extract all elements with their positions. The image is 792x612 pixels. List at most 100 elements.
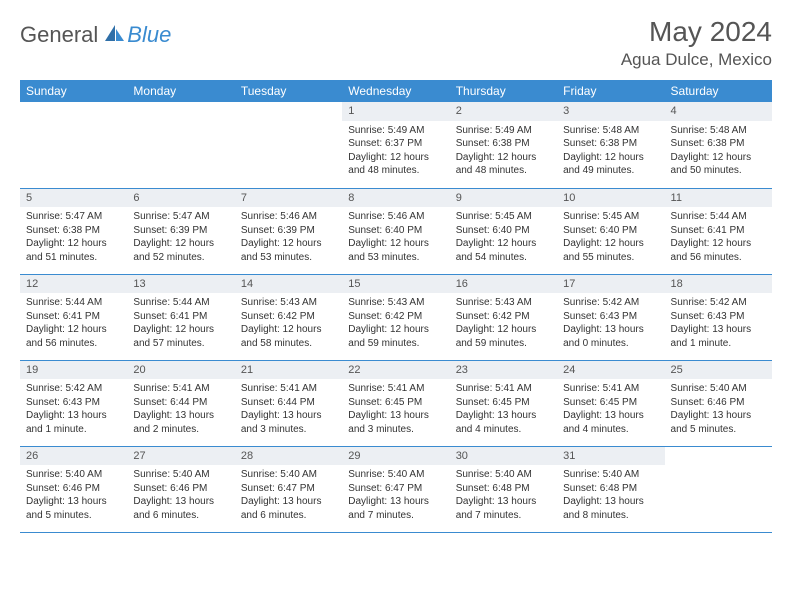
day-number: 12 (20, 275, 127, 294)
day-number: 28 (235, 447, 342, 466)
day-details: Sunrise: 5:46 AMSunset: 6:40 PMDaylight:… (342, 207, 449, 268)
location-text: Agua Dulce, Mexico (621, 50, 772, 70)
calendar-day-cell: 5Sunrise: 5:47 AMSunset: 6:38 PMDaylight… (20, 188, 127, 274)
day-number: 2 (450, 102, 557, 121)
day-number: 23 (450, 361, 557, 380)
day-details: Sunrise: 5:47 AMSunset: 6:38 PMDaylight:… (20, 207, 127, 268)
calendar-day-cell: 9Sunrise: 5:45 AMSunset: 6:40 PMDaylight… (450, 188, 557, 274)
day-details: Sunrise: 5:40 AMSunset: 6:47 PMDaylight:… (342, 465, 449, 526)
calendar-week-row: 19Sunrise: 5:42 AMSunset: 6:43 PMDayligh… (20, 360, 772, 446)
calendar-day-cell: 7Sunrise: 5:46 AMSunset: 6:39 PMDaylight… (235, 188, 342, 274)
day-details: Sunrise: 5:40 AMSunset: 6:46 PMDaylight:… (20, 465, 127, 526)
calendar-day-cell: 22Sunrise: 5:41 AMSunset: 6:45 PMDayligh… (342, 360, 449, 446)
day-number: 11 (665, 189, 772, 208)
day-number: 27 (127, 447, 234, 466)
calendar-day-cell: 25Sunrise: 5:40 AMSunset: 6:46 PMDayligh… (665, 360, 772, 446)
day-number: 6 (127, 189, 234, 208)
header: General Blue May 2024 Agua Dulce, Mexico (20, 16, 772, 70)
day-details: Sunrise: 5:40 AMSunset: 6:47 PMDaylight:… (235, 465, 342, 526)
day-details: Sunrise: 5:41 AMSunset: 6:44 PMDaylight:… (127, 379, 234, 440)
day-header: Thursday (450, 80, 557, 102)
calendar-week-row: 26Sunrise: 5:40 AMSunset: 6:46 PMDayligh… (20, 446, 772, 532)
brand-part1: General (20, 22, 98, 48)
calendar-day-cell: 1Sunrise: 5:49 AMSunset: 6:37 PMDaylight… (342, 102, 449, 188)
calendar-body: 1Sunrise: 5:49 AMSunset: 6:37 PMDaylight… (20, 102, 772, 532)
day-number: 3 (557, 102, 664, 121)
day-number: 7 (235, 189, 342, 208)
day-details: Sunrise: 5:40 AMSunset: 6:48 PMDaylight:… (450, 465, 557, 526)
day-number: 21 (235, 361, 342, 380)
day-number: 22 (342, 361, 449, 380)
calendar-day-cell: 21Sunrise: 5:41 AMSunset: 6:44 PMDayligh… (235, 360, 342, 446)
day-number: 31 (557, 447, 664, 466)
calendar-week-row: 5Sunrise: 5:47 AMSunset: 6:38 PMDaylight… (20, 188, 772, 274)
day-details: Sunrise: 5:43 AMSunset: 6:42 PMDaylight:… (235, 293, 342, 354)
day-details: Sunrise: 5:41 AMSunset: 6:45 PMDaylight:… (557, 379, 664, 440)
calendar-day-cell: 2Sunrise: 5:49 AMSunset: 6:38 PMDaylight… (450, 102, 557, 188)
brand-logo: General Blue (20, 22, 171, 48)
calendar-day-cell: 17Sunrise: 5:42 AMSunset: 6:43 PMDayligh… (557, 274, 664, 360)
day-number: 15 (342, 275, 449, 294)
day-details: Sunrise: 5:43 AMSunset: 6:42 PMDaylight:… (342, 293, 449, 354)
day-number: 26 (20, 447, 127, 466)
day-number: 20 (127, 361, 234, 380)
brand-part2: Blue (127, 22, 171, 48)
day-details: Sunrise: 5:49 AMSunset: 6:38 PMDaylight:… (450, 121, 557, 182)
calendar-week-row: 12Sunrise: 5:44 AMSunset: 6:41 PMDayligh… (20, 274, 772, 360)
day-header: Friday (557, 80, 664, 102)
day-number: 25 (665, 361, 772, 380)
day-details: Sunrise: 5:41 AMSunset: 6:45 PMDaylight:… (450, 379, 557, 440)
calendar-day-cell: 23Sunrise: 5:41 AMSunset: 6:45 PMDayligh… (450, 360, 557, 446)
day-header: Sunday (20, 80, 127, 102)
calendar-day-cell: 12Sunrise: 5:44 AMSunset: 6:41 PMDayligh… (20, 274, 127, 360)
day-details: Sunrise: 5:46 AMSunset: 6:39 PMDaylight:… (235, 207, 342, 268)
page-title: May 2024 (621, 16, 772, 48)
day-number: 18 (665, 275, 772, 294)
day-details: Sunrise: 5:43 AMSunset: 6:42 PMDaylight:… (450, 293, 557, 354)
day-details: Sunrise: 5:42 AMSunset: 6:43 PMDaylight:… (20, 379, 127, 440)
calendar-table: SundayMondayTuesdayWednesdayThursdayFrid… (20, 80, 772, 533)
day-header: Saturday (665, 80, 772, 102)
day-details: Sunrise: 5:44 AMSunset: 6:41 PMDaylight:… (20, 293, 127, 354)
calendar-header-row: SundayMondayTuesdayWednesdayThursdayFrid… (20, 80, 772, 102)
calendar-day-cell (127, 102, 234, 188)
day-details: Sunrise: 5:45 AMSunset: 6:40 PMDaylight:… (450, 207, 557, 268)
day-number: 16 (450, 275, 557, 294)
calendar-day-cell: 27Sunrise: 5:40 AMSunset: 6:46 PMDayligh… (127, 446, 234, 532)
calendar-day-cell: 4Sunrise: 5:48 AMSunset: 6:38 PMDaylight… (665, 102, 772, 188)
calendar-day-cell: 28Sunrise: 5:40 AMSunset: 6:47 PMDayligh… (235, 446, 342, 532)
day-details: Sunrise: 5:41 AMSunset: 6:45 PMDaylight:… (342, 379, 449, 440)
day-details: Sunrise: 5:48 AMSunset: 6:38 PMDaylight:… (665, 121, 772, 182)
day-number: 29 (342, 447, 449, 466)
calendar-day-cell (665, 446, 772, 532)
day-number: 9 (450, 189, 557, 208)
day-number: 24 (557, 361, 664, 380)
calendar-day-cell: 14Sunrise: 5:43 AMSunset: 6:42 PMDayligh… (235, 274, 342, 360)
day-details: Sunrise: 5:45 AMSunset: 6:40 PMDaylight:… (557, 207, 664, 268)
day-details: Sunrise: 5:49 AMSunset: 6:37 PMDaylight:… (342, 121, 449, 182)
calendar-day-cell: 20Sunrise: 5:41 AMSunset: 6:44 PMDayligh… (127, 360, 234, 446)
calendar-day-cell: 24Sunrise: 5:41 AMSunset: 6:45 PMDayligh… (557, 360, 664, 446)
day-details: Sunrise: 5:41 AMSunset: 6:44 PMDaylight:… (235, 379, 342, 440)
day-details: Sunrise: 5:40 AMSunset: 6:46 PMDaylight:… (665, 379, 772, 440)
calendar-week-row: 1Sunrise: 5:49 AMSunset: 6:37 PMDaylight… (20, 102, 772, 188)
day-details: Sunrise: 5:42 AMSunset: 6:43 PMDaylight:… (557, 293, 664, 354)
day-details: Sunrise: 5:40 AMSunset: 6:46 PMDaylight:… (127, 465, 234, 526)
day-header: Tuesday (235, 80, 342, 102)
day-header: Wednesday (342, 80, 449, 102)
day-details: Sunrise: 5:44 AMSunset: 6:41 PMDaylight:… (127, 293, 234, 354)
day-number: 8 (342, 189, 449, 208)
day-header: Monday (127, 80, 234, 102)
day-number: 30 (450, 447, 557, 466)
calendar-day-cell: 3Sunrise: 5:48 AMSunset: 6:38 PMDaylight… (557, 102, 664, 188)
day-details: Sunrise: 5:44 AMSunset: 6:41 PMDaylight:… (665, 207, 772, 268)
calendar-day-cell: 18Sunrise: 5:42 AMSunset: 6:43 PMDayligh… (665, 274, 772, 360)
title-block: May 2024 Agua Dulce, Mexico (621, 16, 772, 70)
day-number: 1 (342, 102, 449, 121)
calendar-day-cell: 13Sunrise: 5:44 AMSunset: 6:41 PMDayligh… (127, 274, 234, 360)
calendar-day-cell: 16Sunrise: 5:43 AMSunset: 6:42 PMDayligh… (450, 274, 557, 360)
calendar-day-cell (20, 102, 127, 188)
day-number: 17 (557, 275, 664, 294)
day-details: Sunrise: 5:42 AMSunset: 6:43 PMDaylight:… (665, 293, 772, 354)
calendar-day-cell: 6Sunrise: 5:47 AMSunset: 6:39 PMDaylight… (127, 188, 234, 274)
